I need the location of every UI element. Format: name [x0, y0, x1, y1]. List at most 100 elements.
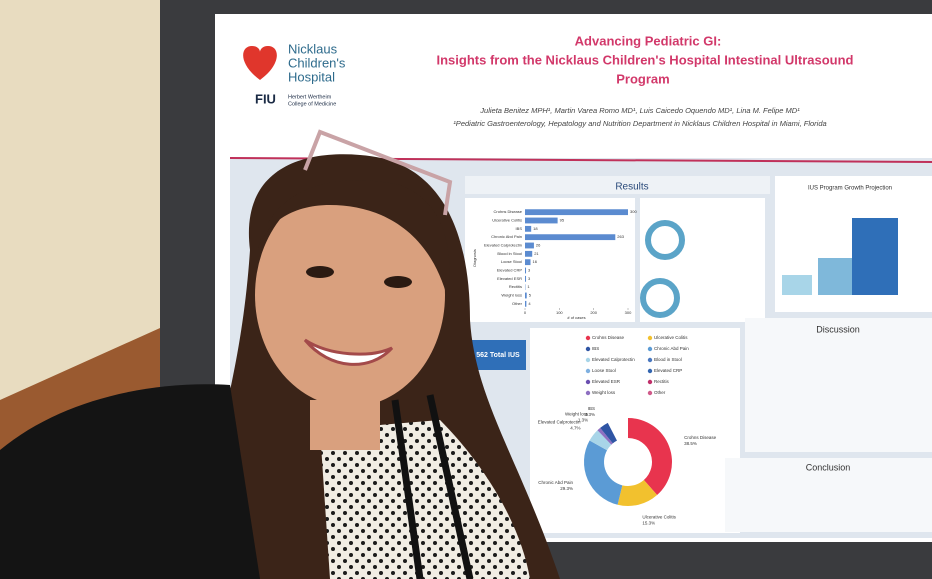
y-tick-label: Chronic Abd Pain — [491, 234, 522, 239]
y-tick-label: Ulcerative Colitis — [492, 218, 522, 223]
donut-slice — [600, 422, 617, 444]
callout — [470, 340, 526, 370]
x-tick-label: 300 — [625, 310, 632, 315]
slice-label: Ulcerative Colitis — [642, 514, 676, 519]
value-label: 95 — [560, 218, 565, 223]
y-tick-label: Rectitis — [509, 284, 522, 289]
hospital-name: Children's — [288, 55, 346, 70]
legend-dot — [647, 357, 653, 363]
affiliation: ¹Pediatric Gastroenterology, Hepatology … — [453, 119, 826, 128]
x-tick-label: 0 — [524, 310, 527, 315]
legend-dot — [585, 379, 591, 385]
legend-dot — [585, 335, 591, 341]
bar — [525, 250, 533, 257]
icon-ring — [640, 278, 680, 318]
slice-value: 15.3% — [642, 520, 655, 525]
bar — [525, 275, 527, 282]
slice-value: 38.5% — [684, 441, 697, 446]
college: Herbert Wertheim — [288, 94, 332, 100]
logo-heart — [243, 46, 277, 80]
panel — [725, 458, 932, 532]
bar — [525, 242, 534, 249]
growth-bar — [818, 258, 852, 295]
y-tick-label: Weight loss — [501, 293, 522, 298]
bar — [525, 267, 527, 274]
value-label: 300 — [630, 209, 637, 214]
legend-label: Elevated CRP — [654, 368, 682, 373]
value-label: 1 — [527, 284, 530, 289]
section-title: Results — [615, 182, 648, 193]
legend-label: Chronic Abd Pain — [654, 346, 689, 351]
value-label: 26 — [536, 243, 541, 248]
y-tick-label: Elevated Calprotectin — [484, 243, 522, 248]
section-title: Discussion — [816, 324, 860, 334]
value-label: 3 — [528, 276, 531, 281]
legend-label: IBS — [592, 346, 599, 351]
lanyard — [391, 399, 424, 579]
neck — [310, 400, 380, 450]
college: College of Medicine — [288, 101, 336, 107]
bar — [525, 209, 628, 216]
legend-dot — [647, 368, 653, 374]
y-tick-label: Blood in Stool — [497, 251, 522, 256]
slice-value: 29.3% — [560, 486, 573, 491]
glasses — [303, 129, 453, 216]
icon-ring — [645, 220, 685, 260]
title: Program — [616, 71, 669, 86]
y-tick-label: Crohns Disease — [494, 209, 523, 214]
authors: Julieta Benitez MPH¹, Martin Varea Romo … — [479, 106, 800, 115]
y-axis-label: Diagnosis — [472, 249, 477, 267]
panel — [640, 198, 765, 322]
title: Advancing Pediatric GI: — [575, 33, 722, 48]
panel-header — [465, 176, 770, 194]
bar — [525, 217, 558, 224]
bar — [525, 225, 532, 232]
slice-label: Weight loss — [565, 411, 589, 416]
donut-slice — [597, 427, 613, 445]
legend-dot — [647, 379, 653, 385]
slice-value: 1.3% — [578, 417, 588, 422]
x-axis-label: # of cases — [567, 315, 585, 320]
bangs — [258, 180, 450, 300]
value-label: 3 — [528, 268, 531, 273]
eye — [306, 266, 334, 278]
value-label: 21 — [534, 251, 539, 256]
legend-dot — [585, 368, 591, 374]
x-tick-label: 100 — [556, 310, 563, 315]
legend-label: Elevated Calprotectin — [592, 357, 635, 362]
value-label: 18 — [533, 226, 538, 231]
legend-dot — [585, 357, 591, 363]
legend-dot — [647, 346, 653, 352]
value-label: 4 — [528, 301, 531, 306]
slice-label: IBS — [588, 406, 595, 411]
legend-label: Weight loss — [592, 390, 616, 395]
donut-slice — [628, 418, 672, 496]
panel — [465, 198, 635, 322]
callout-text: 562 Total IUS — [476, 352, 520, 359]
y-tick-label: Elevated ESR — [497, 276, 522, 281]
y-tick-label: Loose Stool — [501, 259, 522, 264]
legend-label: Blood in Stool — [654, 357, 682, 362]
y-tick-label: Elevated CRP — [497, 268, 522, 273]
slice-label: Crohns Disease — [684, 435, 717, 440]
slice-value: 4.7% — [570, 426, 580, 431]
value-label: 5 — [529, 293, 532, 298]
legend-label: Elevated ESR — [592, 379, 621, 384]
hospital-name: Hospital — [288, 69, 335, 84]
growth-bar — [782, 275, 812, 295]
value-label: 16 — [532, 259, 537, 264]
title: Insights from the Nicklaus Children's Ho… — [437, 52, 854, 67]
eye — [384, 276, 412, 288]
bar — [525, 259, 531, 266]
legend-label: Crohns Disease — [592, 335, 625, 340]
section-title: IUS Program Growth Projection — [808, 186, 892, 192]
legend-label: Other — [654, 390, 666, 395]
bar — [525, 234, 616, 241]
legend-dot — [585, 390, 591, 396]
donut-slice — [589, 430, 612, 451]
shirt — [320, 420, 530, 579]
bar — [525, 300, 527, 307]
charts: Diagnosis # of cases 0 100 200 300 Crohns Dise… — [472, 209, 717, 525]
